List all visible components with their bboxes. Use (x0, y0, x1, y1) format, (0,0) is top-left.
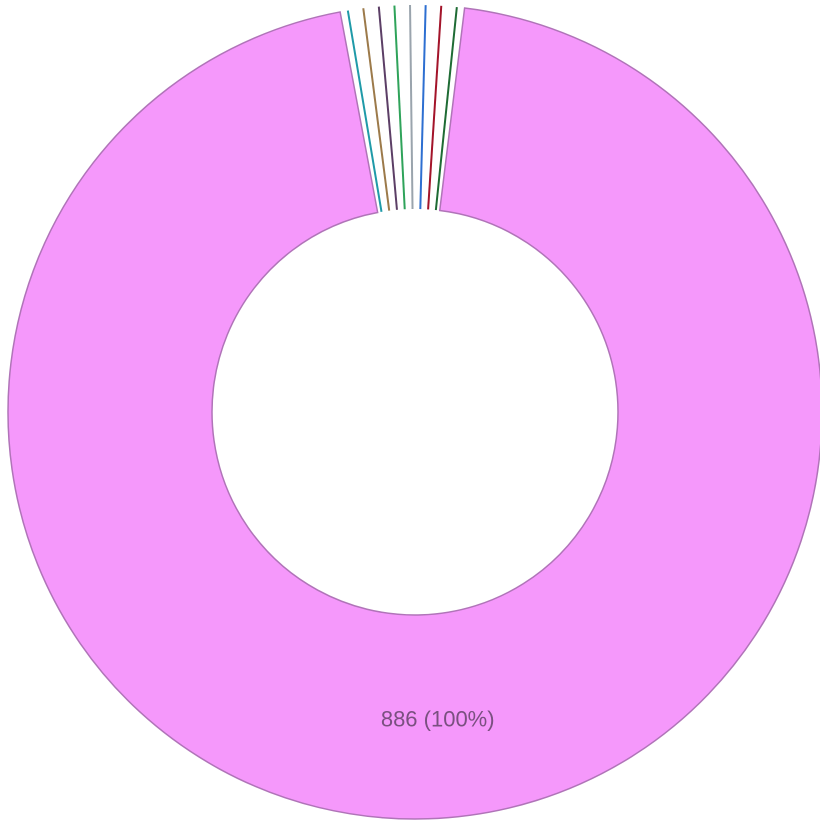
slice (377, 6, 398, 210)
slice (427, 5, 443, 210)
slice (346, 10, 383, 212)
slice (419, 5, 427, 210)
slice (362, 8, 391, 211)
slice (409, 5, 414, 210)
slice-label: 886 (100%) (381, 707, 495, 732)
slice (7, 7, 820, 820)
slice (393, 5, 406, 210)
slice (434, 7, 458, 211)
